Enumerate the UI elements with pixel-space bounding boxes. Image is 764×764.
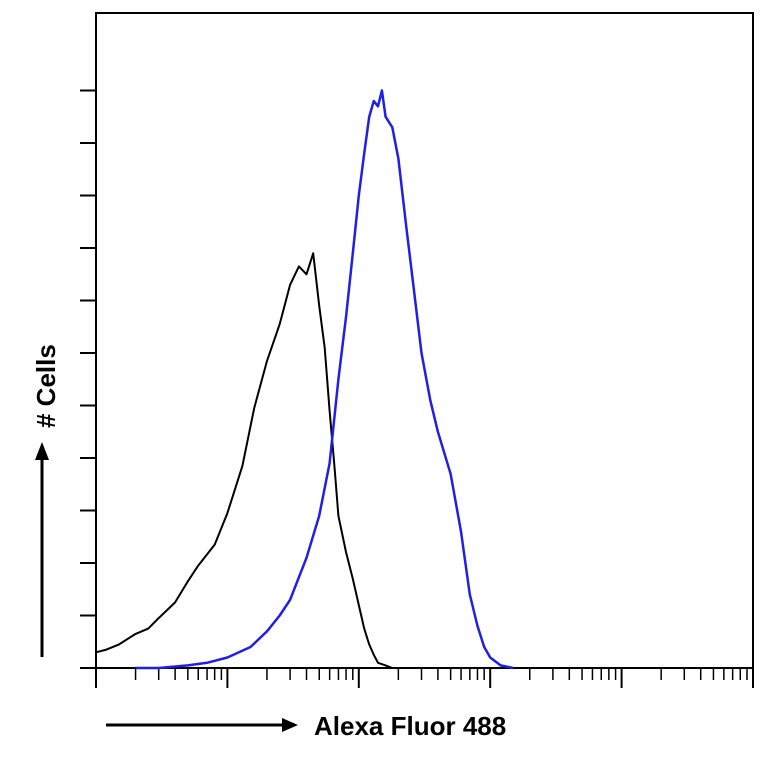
y-axis-arrow-head [35, 442, 49, 460]
stained-histogram-line [135, 89, 514, 670]
plot-frame [95, 12, 754, 669]
x-axis-arrow-head [282, 718, 298, 732]
x-axis-label: Alexa Fluor 488 [314, 711, 506, 741]
control-histogram-line [95, 252, 399, 669]
y-axis-label: # Cells [31, 344, 61, 428]
series-layer [95, 89, 514, 670]
axis-ticks [80, 89, 754, 688]
